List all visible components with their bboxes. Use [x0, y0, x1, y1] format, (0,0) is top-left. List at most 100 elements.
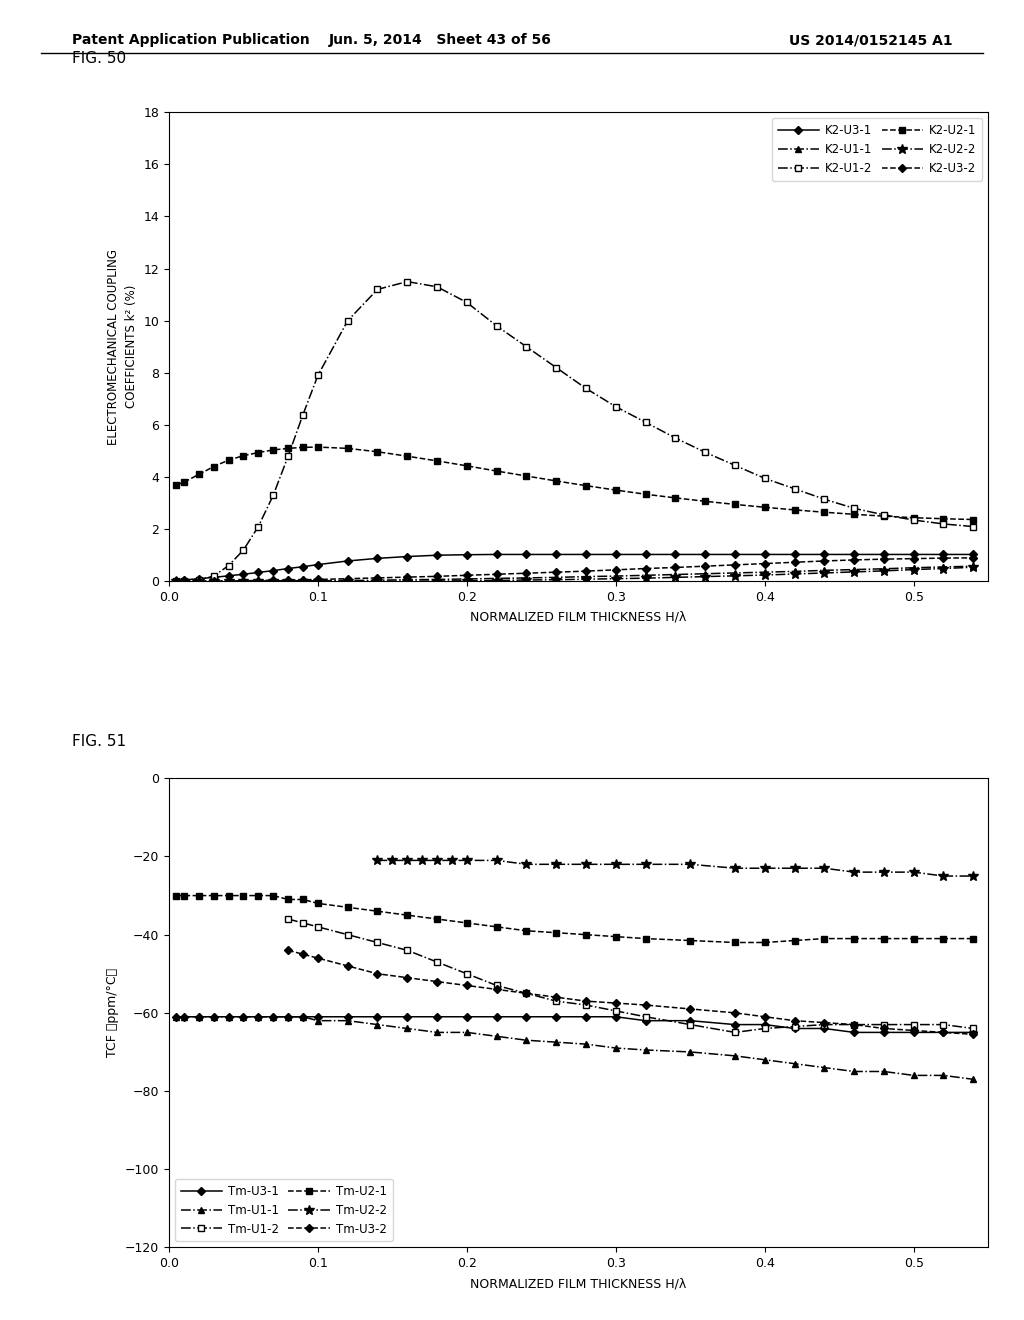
K2-U1-2	[238, 543, 250, 558]
K2-U3-1	[311, 557, 324, 573]
Tm-U3-1	[937, 1024, 949, 1040]
Tm-U1-1	[401, 1020, 414, 1036]
K2-U1-1	[461, 572, 473, 587]
Tm-U3-1	[729, 1016, 741, 1032]
K2-U3-2	[311, 572, 324, 587]
Tm-U3-1	[252, 1008, 264, 1024]
Tm-U2-2	[401, 853, 414, 869]
Tm-U1-2	[461, 966, 473, 982]
K2-U2-2	[431, 573, 443, 589]
Tm-U3-2	[818, 1015, 830, 1031]
Tm-U2-1	[193, 887, 205, 903]
Tm-U1-2	[848, 1016, 860, 1032]
K2-U1-1	[788, 564, 801, 579]
Tm-U1-2	[342, 927, 354, 942]
K2-U2-1	[461, 458, 473, 474]
Tm-U2-1	[208, 887, 220, 903]
K2-U3-1	[699, 546, 712, 562]
K2-U3-1	[297, 558, 309, 574]
K2-U2-2	[937, 561, 949, 577]
K2-U3-1	[520, 546, 532, 562]
K2-U1-2	[818, 491, 830, 507]
Tm-U3-1	[684, 1012, 696, 1028]
Tm-U1-1	[967, 1072, 979, 1088]
K2-U2-2	[609, 570, 622, 586]
K2-U2-1	[342, 441, 354, 457]
K2-U1-2	[297, 407, 309, 422]
K2-U3-1	[252, 565, 264, 581]
Tm-U3-1	[170, 1008, 182, 1024]
K2-U1-2	[759, 470, 771, 486]
Tm-U3-1	[431, 1008, 443, 1024]
Tm-U3-1	[208, 1008, 220, 1024]
K2-U2-2	[311, 573, 324, 589]
Tm-U2-1	[267, 887, 280, 903]
Line: Tm-U3-1: Tm-U3-1	[174, 1014, 976, 1035]
K2-U3-1	[937, 546, 949, 562]
K2-U3-1	[401, 549, 414, 565]
K2-U2-1	[848, 507, 860, 523]
Tm-U2-2	[490, 853, 503, 869]
Tm-U1-1	[937, 1068, 949, 1084]
K2-U1-1	[193, 573, 205, 589]
Tm-U2-1	[297, 891, 309, 907]
K2-U2-2	[401, 573, 414, 589]
Tm-U3-2	[311, 950, 324, 966]
Line: K2-U2-1: K2-U2-1	[173, 444, 977, 523]
Tm-U1-1	[193, 1008, 205, 1024]
K2-U3-2	[222, 573, 234, 589]
K2-U2-2	[639, 570, 651, 586]
Tm-U1-1	[490, 1028, 503, 1044]
K2-U3-2	[252, 573, 264, 589]
Tm-U3-1	[788, 1020, 801, 1036]
K2-U3-2	[699, 558, 712, 574]
Tm-U3-2	[759, 1008, 771, 1024]
Tm-U3-1	[372, 1008, 384, 1024]
K2-U2-1	[729, 496, 741, 512]
K2-U2-2	[729, 568, 741, 583]
Tm-U1-1	[311, 1012, 324, 1028]
Tm-U2-2	[372, 853, 384, 869]
K2-U3-1	[170, 573, 182, 589]
Tm-U2-1	[252, 887, 264, 903]
Tm-U1-2	[550, 993, 562, 1008]
K2-U3-2	[238, 573, 250, 589]
Tm-U2-2	[461, 853, 473, 869]
K2-U3-1	[639, 546, 651, 562]
K2-U3-2	[937, 550, 949, 566]
Tm-U2-1	[878, 931, 890, 946]
Tm-U3-1	[818, 1020, 830, 1036]
K2-U3-1	[238, 566, 250, 582]
K2-U3-1	[580, 546, 592, 562]
Line: K2-U1-1: K2-U1-1	[174, 564, 976, 583]
Tm-U1-1	[848, 1064, 860, 1080]
Tm-U1-1	[372, 1016, 384, 1032]
Line: Tm-U1-1: Tm-U1-1	[174, 1014, 976, 1082]
Tm-U3-1	[907, 1024, 920, 1040]
Tm-U2-2	[878, 865, 890, 880]
K2-U1-1	[639, 568, 651, 583]
Tm-U3-1	[759, 1016, 771, 1032]
Tm-U1-1	[170, 1008, 182, 1024]
Tm-U2-1	[967, 931, 979, 946]
K2-U1-2	[937, 516, 949, 532]
K2-U1-2	[342, 313, 354, 329]
Tm-U3-2	[297, 946, 309, 962]
Tm-U1-2	[937, 1016, 949, 1032]
K2-U3-2	[759, 556, 771, 572]
Tm-U2-1	[848, 931, 860, 946]
Tm-U3-2	[342, 958, 354, 974]
Tm-U1-2	[684, 1016, 696, 1032]
Tm-U2-1	[550, 925, 562, 941]
K2-U2-1	[178, 474, 190, 490]
Tm-U1-2	[759, 1020, 771, 1036]
K2-U3-1	[967, 546, 979, 562]
K2-U3-1	[282, 561, 294, 577]
Line: Tm-U1-2: Tm-U1-2	[285, 916, 977, 1036]
Tm-U1-1	[609, 1040, 622, 1056]
Tm-U2-1	[907, 931, 920, 946]
K2-U2-2	[267, 573, 280, 589]
K2-U1-1	[401, 572, 414, 587]
K2-U2-1	[282, 441, 294, 457]
Line: K2-U3-1: K2-U3-1	[174, 552, 976, 583]
